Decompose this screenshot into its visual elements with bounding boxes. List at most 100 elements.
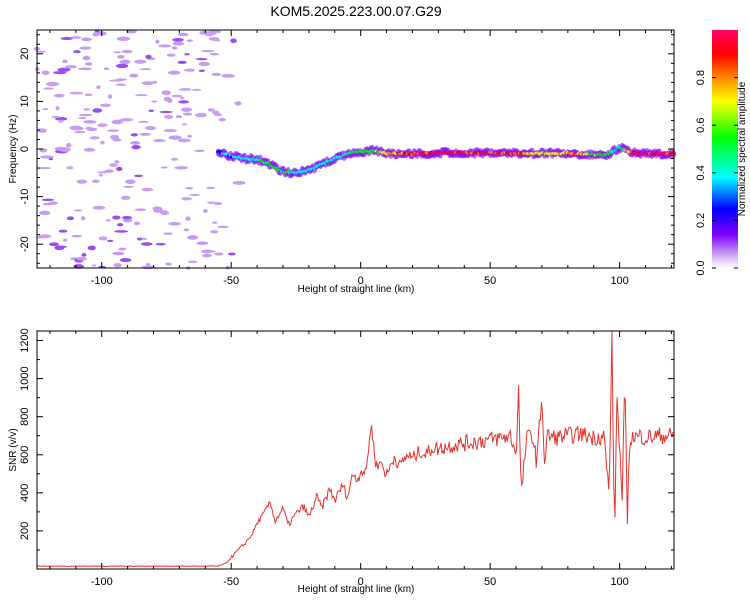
noise-blob xyxy=(159,110,173,114)
noise-blob xyxy=(205,186,216,190)
noise-blob xyxy=(166,53,176,57)
snr-x-tick-label: 0 xyxy=(358,576,364,588)
heatmap-x-tick-label: 0 xyxy=(358,275,364,287)
noise-blob xyxy=(174,166,189,170)
noise-blob xyxy=(141,81,154,86)
noise-blob xyxy=(194,112,208,118)
noise-blob xyxy=(49,242,59,247)
noise-blob xyxy=(76,256,88,261)
noise-blob xyxy=(114,230,129,233)
colorbar-label: Normalized spectral amplitude xyxy=(737,81,748,216)
noise-blob xyxy=(40,155,54,159)
noise-blob xyxy=(163,129,177,133)
noise-blob xyxy=(178,138,191,143)
colorbar-tick-label: 0.4 xyxy=(695,165,707,180)
noise-blob xyxy=(172,37,184,42)
snr-y-ticks: 200 400 600 800 1000 1200 xyxy=(19,328,674,570)
noise-blob xyxy=(83,120,97,124)
noise-blob xyxy=(92,205,106,210)
noise-blob xyxy=(130,133,138,137)
noise-blob xyxy=(53,71,67,75)
noise-blob xyxy=(94,29,100,33)
noise-blob xyxy=(119,118,134,122)
noise-blob xyxy=(116,223,124,227)
noise-blob xyxy=(116,166,123,172)
noise-blob xyxy=(86,127,98,132)
noise-blob xyxy=(141,187,154,192)
noise-blob xyxy=(119,59,131,65)
colorbar-tick-label: 0.2 xyxy=(695,213,707,228)
noise-blob xyxy=(201,50,215,53)
noise-blob xyxy=(182,112,193,116)
figure-title: KOM5.2025.223.00.07.G29 xyxy=(270,3,441,19)
snr-y-axis-label: SNR (v/v) xyxy=(8,428,19,471)
noise-blob xyxy=(188,193,201,196)
noise-blob xyxy=(91,264,97,267)
noise-blob xyxy=(160,210,170,215)
noise-blob xyxy=(185,186,194,190)
noise-blob xyxy=(203,209,208,213)
noise-blob xyxy=(137,237,142,241)
colorbar-ticks: 0.0 0.2 0.4 0.6 0.8 xyxy=(695,70,738,276)
noise-blob xyxy=(41,70,50,76)
noise-blob xyxy=(183,228,190,232)
heatmap-x-tick-label: 50 xyxy=(484,275,496,287)
noise-blob xyxy=(41,198,55,201)
heatmap-x-tick-label: -50 xyxy=(223,275,239,287)
snr-y-tick-label: 1000 xyxy=(19,366,31,390)
noise-blob xyxy=(42,108,49,111)
noise-blob xyxy=(146,262,151,267)
colorbar-tick-label: 0.0 xyxy=(695,260,707,275)
noise-blob xyxy=(171,94,183,98)
noise-blob xyxy=(66,166,74,170)
heatmap-x-tick-label: -100 xyxy=(91,275,113,287)
snr-panel: -100 -50 0 50 100 200 400 600 800 1000 1200 Heigh… xyxy=(8,328,675,595)
noise-blob xyxy=(131,144,141,150)
noise-blob xyxy=(42,202,53,206)
noise-blob xyxy=(80,37,93,42)
noise-blob xyxy=(96,171,109,174)
noise-blob xyxy=(181,123,188,126)
noise-blob xyxy=(164,115,174,119)
noise-blob xyxy=(152,80,158,84)
noise-blob xyxy=(51,115,61,119)
noise-blob xyxy=(83,147,96,152)
noise-blob xyxy=(36,128,47,133)
snr-y-tick-label: 800 xyxy=(19,408,31,426)
noise-blob xyxy=(165,262,172,266)
noise-blob xyxy=(160,166,168,169)
noise-blob xyxy=(195,58,208,61)
noise-blob xyxy=(200,249,214,254)
noise-blob xyxy=(78,117,87,120)
snr-y-tick-label: 600 xyxy=(19,446,31,464)
snr-x-ticks: -100 -50 0 50 100 xyxy=(49,331,672,588)
heatmap-y-tick-label: 20 xyxy=(19,48,31,60)
noise-blob xyxy=(116,36,131,41)
noise-blob xyxy=(163,232,173,235)
heatmap-y-ticks: -20 -10 0 10 20 xyxy=(19,34,674,264)
snr-plot-area xyxy=(37,331,674,569)
noise-blob xyxy=(109,79,124,82)
noise-blob xyxy=(78,113,93,117)
noise-blob xyxy=(178,100,190,104)
noise-blob xyxy=(66,142,72,148)
noise-blob xyxy=(134,59,147,64)
noise-blob xyxy=(121,49,133,54)
noise-blob xyxy=(135,94,148,97)
noise-blob xyxy=(110,134,120,140)
noise-blob xyxy=(66,216,75,221)
noise-blob xyxy=(196,241,209,246)
noise-blob xyxy=(98,236,108,241)
noise-blob xyxy=(212,110,220,115)
noise-blob xyxy=(116,63,129,69)
noise-blob xyxy=(39,210,51,216)
noise-blob xyxy=(55,106,60,111)
noise-blob xyxy=(112,215,121,220)
noise-blob xyxy=(211,221,218,224)
noise-blob xyxy=(103,67,110,71)
heatmap-x-tick-label: 100 xyxy=(610,275,628,287)
noise-blob xyxy=(134,208,147,212)
noise-blob xyxy=(227,252,236,256)
noise-blob xyxy=(139,68,152,71)
noise-blob xyxy=(184,53,190,56)
